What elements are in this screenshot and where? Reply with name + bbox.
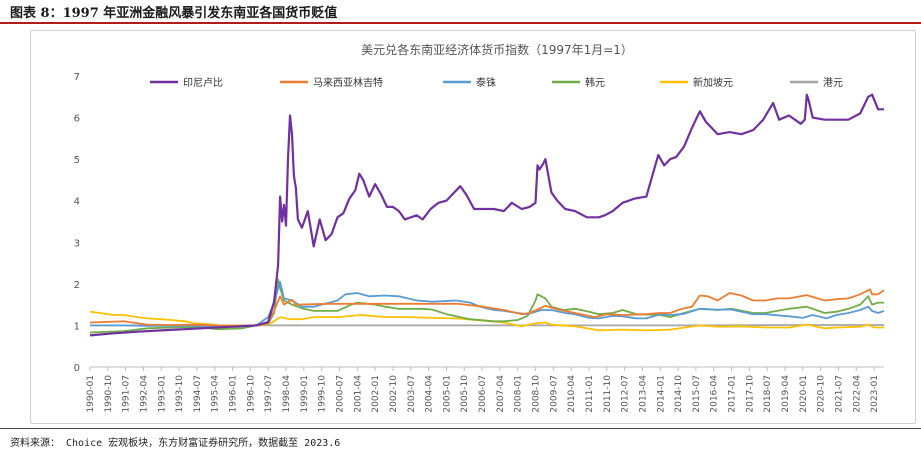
x-tick-label: 2006-07 <box>478 375 488 413</box>
x-tick-label: 2007-04 <box>496 375 506 413</box>
legend-label: 泰铢 <box>476 76 496 89</box>
x-tick-label: 2013-04 <box>638 375 648 413</box>
y-tick-label: 1 <box>74 321 80 332</box>
legend-label: 韩元 <box>585 76 605 89</box>
x-tick-label: 2017-10 <box>745 375 755 413</box>
y-tick-label: 0 <box>74 363 80 374</box>
x-tick-label: 2015-07 <box>692 375 702 413</box>
x-tick-label: 2005-10 <box>460 375 470 413</box>
series-line-2 <box>90 280 885 328</box>
x-tick-label: 2011-01 <box>585 375 595 413</box>
x-tick-label: 2022-04 <box>852 375 862 413</box>
x-tick-label: 1999-10 <box>318 375 328 413</box>
x-tick-label: 1993-01 <box>157 375 167 413</box>
x-tick-label: 2019-04 <box>781 375 791 413</box>
source-rule <box>0 428 921 429</box>
source-note: 资料来源： Choice 宏观板块，东方财富证券研究所，数据截至 2023.6 <box>10 438 341 449</box>
x-tick-label: 1991-07 <box>122 375 132 413</box>
x-tick-label: 1997-07 <box>264 375 274 413</box>
x-tick-label: 2014-01 <box>656 375 666 413</box>
x-tick-label: 1999-01 <box>300 375 310 413</box>
x-tick-label: 2011-10 <box>603 375 613 413</box>
x-tick-label: 2001-04 <box>353 375 363 413</box>
chart-frame <box>30 30 916 424</box>
chart-title: 美元兑各东南亚经济体货币指数（1997年1月=1） <box>361 42 633 57</box>
x-tick-label: 2003-07 <box>407 375 417 413</box>
x-tick-label: 1996-10 <box>246 375 256 413</box>
x-tick-label: 2010-04 <box>567 375 577 413</box>
x-tick-label: 2000-07 <box>335 375 345 413</box>
legend-label: 港元 <box>823 77 843 89</box>
x-tick-label: 1994-07 <box>193 375 203 413</box>
x-tick-label: 1990-01 <box>86 375 96 413</box>
series-line-4 <box>89 310 884 332</box>
x-tick-label: 2002-01 <box>371 375 381 413</box>
figure-title: 图表 8：1997 年亚洲金融风暴引发东南亚各国货币贬值 <box>10 6 338 21</box>
x-tick-label: 1995-04 <box>211 375 221 413</box>
x-tick-label: 2012-07 <box>621 375 631 413</box>
x-tick-label: 1998-04 <box>282 375 292 413</box>
title-rule <box>0 22 921 24</box>
x-tick-label: 1992-04 <box>139 375 149 413</box>
x-tick-label: 1996-01 <box>229 375 239 413</box>
y-tick-label: 2 <box>74 280 80 291</box>
legend-label: 马来西亚林吉特 <box>313 76 383 89</box>
x-tick-label: 2017-01 <box>728 375 738 413</box>
x-tick-label: 2009-07 <box>549 375 559 413</box>
y-tick-label: 7 <box>74 72 80 83</box>
legend-label: 印尼卢比 <box>183 76 223 89</box>
series-line-0 <box>89 93 884 337</box>
y-tick-label: 4 <box>74 197 80 208</box>
x-tick-label: 2021-07 <box>834 375 844 413</box>
x-tick-label: 2005-01 <box>442 375 452 413</box>
x-tick-label: 1993-10 <box>175 375 185 413</box>
y-tick-label: 5 <box>74 155 80 166</box>
x-tick-label: 2008-10 <box>532 375 542 413</box>
x-tick-label: 2023-01 <box>870 375 880 413</box>
x-tick-label: 2004-04 <box>425 375 435 413</box>
x-tick-label: 2002-10 <box>389 375 399 413</box>
x-tick-label: 1990-10 <box>104 375 114 413</box>
x-tick-label: 2008-01 <box>514 375 524 413</box>
x-tick-label: 2018-07 <box>763 375 773 413</box>
x-tick-label: 2020-01 <box>799 375 809 413</box>
y-tick-label: 3 <box>74 238 80 249</box>
x-tick-label: 2016-04 <box>710 375 720 413</box>
legend-label: 新加坡元 <box>693 76 733 89</box>
x-tick-label: 2020-10 <box>817 375 827 413</box>
x-tick-label: 2014-10 <box>674 375 684 413</box>
y-tick-label: 6 <box>74 114 80 125</box>
